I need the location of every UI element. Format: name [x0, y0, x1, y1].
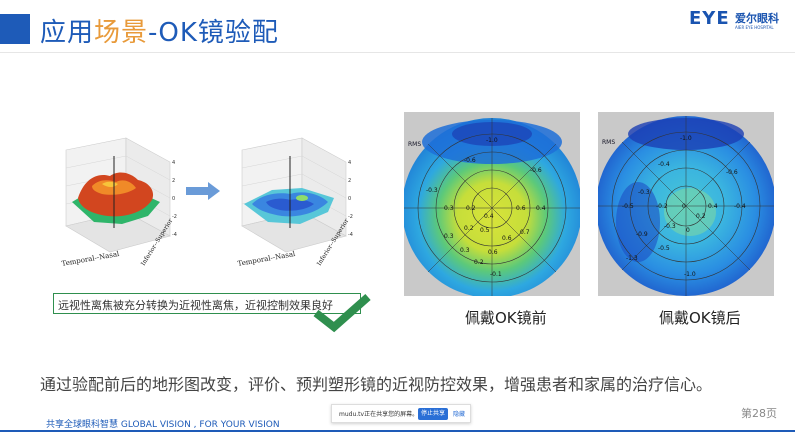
map-value: 0.2: [466, 205, 476, 212]
logo-en-name: AIER EYE HOSPITAL: [735, 25, 774, 30]
surface-plot-after: 4 2 0 -2 -4 Temporal--Nasal Inferior--Su…: [237, 137, 353, 268]
map-value: -0.4: [734, 203, 746, 210]
map-value: -0.2: [656, 203, 668, 210]
map-value: -0.1: [490, 271, 502, 278]
callout-box: 远视性离焦被充分转换为近视性离焦，近视控制效果良好: [53, 293, 361, 314]
map-value: -1.3: [626, 255, 638, 262]
z-tick: -2: [172, 214, 177, 220]
x-axis-label: Temporal--Nasal: [237, 250, 297, 268]
z-tick: 2: [348, 178, 351, 184]
hide-button[interactable]: 隐藏: [453, 411, 466, 418]
footer-line: [0, 430, 795, 432]
x-axis-label: Temporal--Nasal: [61, 250, 121, 268]
z-tick: 0: [172, 196, 175, 202]
surface-spot: [296, 195, 308, 201]
map-label-before: 佩戴OK镜前: [465, 309, 547, 327]
share-message: mudu.tv正在共享您的屏幕。: [339, 411, 419, 418]
title-accent-bar: [0, 14, 30, 44]
arrow-icon: [186, 182, 220, 200]
checkmark-icon: [313, 294, 371, 333]
map-value: -0.6: [464, 157, 476, 164]
z-tick: 4: [348, 160, 351, 166]
callout-text: 远视性离焦被充分转换为近视性离焦，近视控制效果良好: [58, 299, 333, 312]
map-value: 0.4: [708, 203, 718, 210]
map-value: 0.2: [464, 225, 474, 232]
map-value: 0.6: [516, 205, 526, 212]
map-value: -0.5: [622, 203, 634, 210]
map-label-after: 佩戴OK镜后: [659, 309, 741, 327]
map-value: 0.6: [502, 235, 512, 242]
map-value: 0: [686, 227, 690, 234]
map-value: -0.4: [658, 161, 670, 168]
map-value: 0.5: [480, 227, 490, 234]
rms-label: RMS: [408, 141, 421, 148]
map-value: -0.6: [530, 167, 542, 174]
slide-title: 应用场景-OK镜验配: [40, 12, 279, 49]
map-value: 0: [682, 203, 686, 210]
z-tick: -4: [348, 232, 353, 238]
z-tick: 2: [172, 178, 175, 184]
surface-plot-before: 4 2 0 -2 -4 Temporal--Nasal Inferior--Su…: [61, 137, 177, 268]
z-tick: -4: [172, 232, 177, 238]
map-value: -0.9: [636, 231, 648, 238]
map-value: 0.2: [474, 259, 484, 266]
map-value: -1.0: [684, 271, 696, 278]
title-bar: 应用场景-OK镜验配: [0, 8, 640, 48]
topography-map-after: RMS -1.0 -0.4 -0.3 -0.2 0 0.2 0.4 -0.5 -…: [598, 112, 774, 296]
title-part: -OK镜验配: [148, 18, 279, 48]
map-value: -0.3: [638, 189, 650, 196]
map-value: 0.6: [488, 249, 498, 256]
rms-label: RMS: [602, 139, 615, 146]
map-value: 0.3: [444, 205, 454, 212]
map-value: -1.0: [680, 135, 692, 142]
map-value: 0.2: [696, 213, 706, 220]
map-value: -0.5: [658, 245, 670, 252]
stop-sharing-button[interactable]: 停止共享: [418, 408, 448, 420]
logo-cn-name: 爱尔眼科: [735, 12, 779, 25]
map-value: -0.3: [664, 223, 676, 230]
map-value: 0.4: [536, 205, 546, 212]
map-value: 0.4: [484, 213, 494, 220]
title-part: 应用: [40, 18, 95, 48]
map-value: -0.3: [426, 187, 438, 194]
z-tick: -2: [348, 214, 353, 220]
map-value: -0.6: [726, 169, 738, 176]
map-value: 0.3: [444, 233, 454, 240]
page-number: 第28页: [741, 407, 777, 420]
summary-text: 通过验配前后的地形图改变，评价、预判塑形镜的近视防控效果，增强患者和家属的治疗信…: [40, 375, 713, 394]
logo-mark: EYE: [689, 8, 730, 29]
z-tick: 4: [172, 160, 175, 166]
map-left-zone: [616, 182, 660, 262]
z-tick: 0: [348, 196, 351, 202]
map-value: 0.7: [520, 229, 530, 236]
map-value: 0.3: [460, 247, 470, 254]
screen-share-bar: mudu.tv正在共享您的屏幕。 停止共享 隐藏: [331, 404, 471, 423]
header-divider: [0, 52, 795, 53]
footer-slogan: 共享全球眼科智慧 GLOBAL VISION , FOR YOUR VISION: [46, 420, 280, 430]
topography-map-before: RMS -1.0 -0.6 0.3 0.2 0.4 0.6 0.4 0.3 0.…: [404, 112, 580, 296]
title-highlight: 场景: [94, 18, 149, 48]
map-value: -1.0: [486, 137, 498, 144]
aier-logo: EYE 爱尔眼科 AIER EYE HOSPITAL: [689, 8, 781, 36]
